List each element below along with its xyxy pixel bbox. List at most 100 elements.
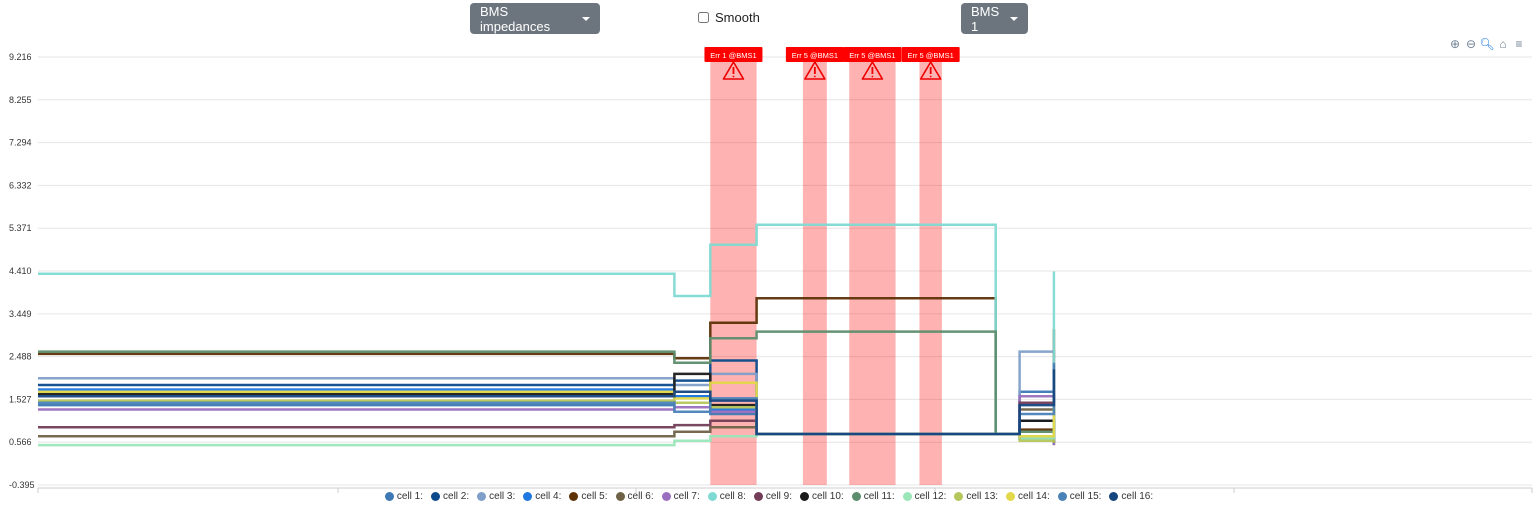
legend-marker [523, 492, 533, 501]
legend-marker [1006, 492, 1016, 501]
error-label: Err 5 @BMS1 [792, 51, 838, 60]
caret-down-icon [1010, 16, 1018, 21]
legend-item[interactable]: cell 12: [902, 491, 947, 502]
error-band [849, 57, 896, 485]
menu-icon[interactable]: ≡ [1515, 37, 1523, 51]
legend-label: cell 13: [966, 491, 999, 502]
zoom-in-icon[interactable]: ⊕ [1449, 37, 1461, 51]
warning-icon [919, 61, 942, 80]
y-tick-label: 2.488 [9, 352, 32, 362]
legend-marker [800, 492, 810, 501]
legend-label: cell 16: [1121, 491, 1154, 502]
y-tick-label: 7.294 [9, 138, 32, 148]
y-tick-label: -0.395 [9, 480, 35, 490]
error-band [802, 57, 827, 485]
zoom-out-icon[interactable]: ⊖ [1465, 37, 1477, 51]
warning-icon-dot [732, 75, 735, 78]
legend-item[interactable]: cell 15: [1057, 491, 1102, 502]
legend-label: cell 9: [765, 491, 793, 502]
series-line [38, 296, 1056, 436]
legend-item[interactable]: cell 2: [431, 491, 469, 502]
warning-icon-dot [871, 75, 874, 78]
legend-label: cell 1: [396, 491, 424, 502]
caret-down-icon [582, 16, 590, 21]
legend-item[interactable]: cell 5: [569, 491, 608, 502]
legend-item[interactable]: cell 8: [707, 491, 746, 502]
legend-marker [384, 492, 394, 501]
legend-item[interactable]: cell 3: [477, 491, 515, 502]
y-tick-label: 0.566 [9, 437, 32, 447]
series-line [38, 330, 1056, 436]
legend-label: cell 8: [719, 491, 746, 502]
legend-marker [431, 492, 441, 501]
chart-toolbar: ⊕ ⊖ 🔍︎ ⌂ ≡ [1448, 36, 1526, 52]
legend-label: cell 5: [581, 491, 608, 502]
warning-icon [804, 61, 826, 80]
legend-item[interactable]: cell 6: [615, 491, 654, 502]
chart-legend: cell 1: cell 2: cell 3: cell 4: cell 5: cell … [0, 491, 1538, 502]
legend-label: cell 14: [1018, 491, 1050, 502]
error-band [919, 57, 942, 485]
legend-item[interactable]: cell 1: [384, 491, 424, 502]
y-tick-label: 3.449 [9, 309, 32, 319]
legend-marker [954, 492, 964, 501]
legend-label: cell 3: [489, 491, 516, 502]
error-label-box [901, 47, 960, 62]
warning-icon-dot [929, 75, 932, 78]
smooth-label: Smooth [715, 10, 760, 25]
legend-item[interactable]: cell 14: [1006, 491, 1050, 502]
legend-label: cell 10: [812, 491, 844, 502]
series-line [38, 369, 1056, 436]
legend-item[interactable]: cell 10: [800, 491, 844, 502]
legend-marker [851, 492, 861, 501]
series-line [38, 362, 1056, 436]
legend-item[interactable]: cell 16: [1109, 491, 1153, 502]
y-tick-label: 6.332 [9, 180, 32, 190]
error-label: Err 5 @BMS1 [907, 51, 953, 60]
legend-marker [661, 492, 671, 501]
legend-marker [902, 492, 912, 501]
smooth-checkbox[interactable] [698, 12, 709, 23]
metric-dropdown-label: BMS impedances [480, 3, 551, 34]
legend-label: cell 7: [673, 491, 700, 502]
legend-marker [1057, 492, 1067, 501]
y-tick-label: 5.371 [9, 223, 32, 233]
warning-icon [722, 61, 745, 80]
series-line [38, 414, 1056, 447]
bms-dropdown-label: BMS 1 [971, 3, 1000, 34]
warning-icon-dot [813, 75, 816, 78]
legend-marker [569, 492, 579, 501]
selection-zoom-icon[interactable]: 🔍︎ [1479, 37, 1495, 51]
legend-item[interactable]: cell 9: [753, 491, 793, 502]
warning-icon [861, 61, 884, 80]
home-icon[interactable]: ⌂ [1499, 37, 1507, 51]
legend-marker [753, 492, 763, 501]
legend-label: cell 4: [535, 491, 562, 502]
legend-marker [707, 492, 717, 501]
error-label-box [843, 47, 902, 62]
legend-marker [1109, 492, 1119, 501]
legend-item[interactable]: cell 4: [523, 491, 561, 502]
metric-dropdown-button[interactable]: BMS impedances [470, 3, 600, 34]
legend-item[interactable]: cell 11: [851, 491, 895, 502]
legend-marker [615, 492, 625, 501]
y-tick-label: 1.527 [9, 394, 32, 404]
legend-label: cell 15: [1069, 491, 1102, 502]
smooth-toggle[interactable]: Smooth [698, 10, 760, 25]
legend-item[interactable]: cell 13: [954, 491, 998, 502]
y-tick-label: 8.255 [9, 95, 32, 105]
y-tick-label: 4.410 [9, 266, 32, 276]
error-label: Err 5 @BMS1 [849, 51, 895, 60]
error-label-box [785, 47, 844, 62]
legend-label: cell 2: [443, 491, 470, 502]
legend-label: cell 11: [863, 491, 895, 502]
legend-label: cell 12: [914, 491, 947, 502]
y-tick-label: 9.216 [9, 52, 32, 62]
error-label-box [704, 47, 763, 62]
legend-item[interactable]: cell 7: [661, 491, 700, 502]
error-label: Err 1 @BMS1 [710, 51, 756, 60]
bms-dropdown-button[interactable]: BMS 1 [961, 3, 1028, 34]
legend-label: cell 6: [627, 491, 654, 502]
legend-marker [477, 492, 487, 501]
